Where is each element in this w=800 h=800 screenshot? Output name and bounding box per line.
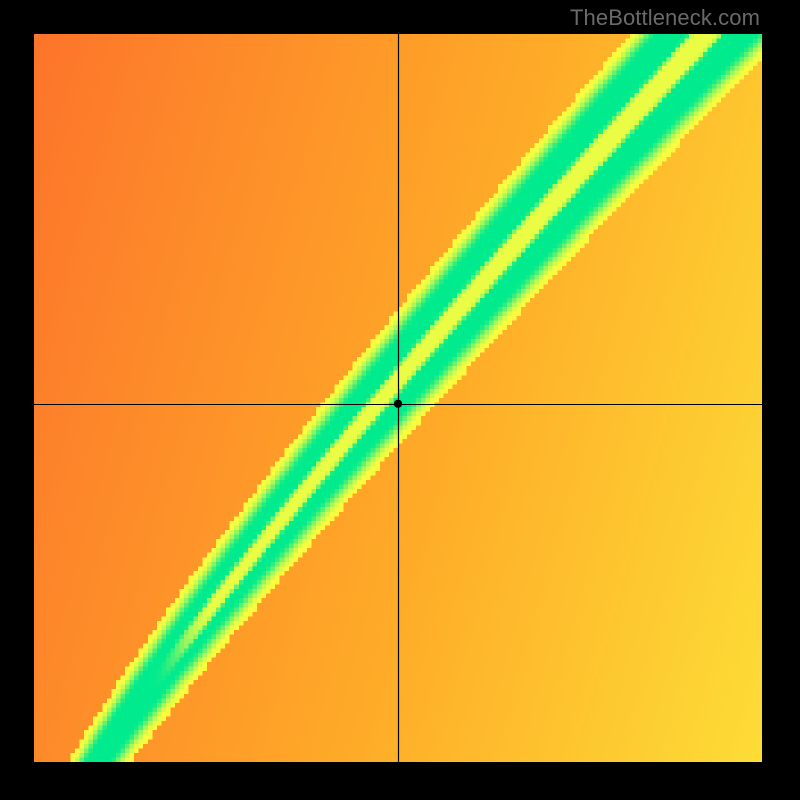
watermark-label: TheBottleneck.com [570,5,760,31]
crosshair-overlay [34,34,762,762]
chart-frame: TheBottleneck.com [0,0,800,800]
